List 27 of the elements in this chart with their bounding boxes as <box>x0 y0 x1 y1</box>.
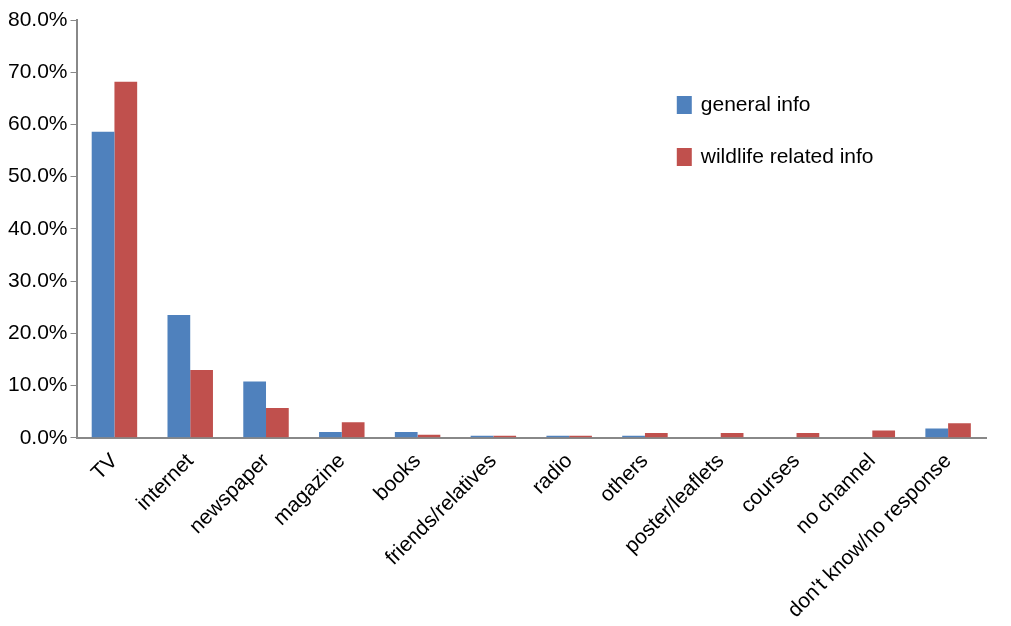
x-tick-label: TV <box>86 448 122 484</box>
y-tick-label: 0.0% <box>19 424 68 448</box>
bar <box>266 408 289 438</box>
bar <box>948 423 971 438</box>
y-tick-label: 60.0% <box>8 111 68 135</box>
y-tick-label: 10.0% <box>8 372 68 396</box>
legend-label: wildlife related info <box>699 143 874 167</box>
bar <box>243 381 267 438</box>
y-tick-label: 30.0% <box>8 267 68 291</box>
bar <box>167 315 191 438</box>
bar <box>796 433 820 438</box>
bar <box>91 131 115 438</box>
bar <box>341 422 365 438</box>
y-tick-label: 50.0% <box>8 163 68 187</box>
bar <box>319 432 342 438</box>
bar <box>190 369 213 438</box>
y-tick-label: 40.0% <box>8 215 68 239</box>
legend-label: general info <box>700 91 811 115</box>
y-tick-label: 70.0% <box>8 59 68 83</box>
bar <box>925 428 949 438</box>
bar <box>114 81 138 438</box>
bar <box>872 430 896 438</box>
bar <box>720 433 744 438</box>
bar <box>394 432 418 438</box>
y-tick-label: 80.0% <box>8 6 68 30</box>
y-tick-label: 20.0% <box>8 320 68 344</box>
bar <box>644 433 668 438</box>
